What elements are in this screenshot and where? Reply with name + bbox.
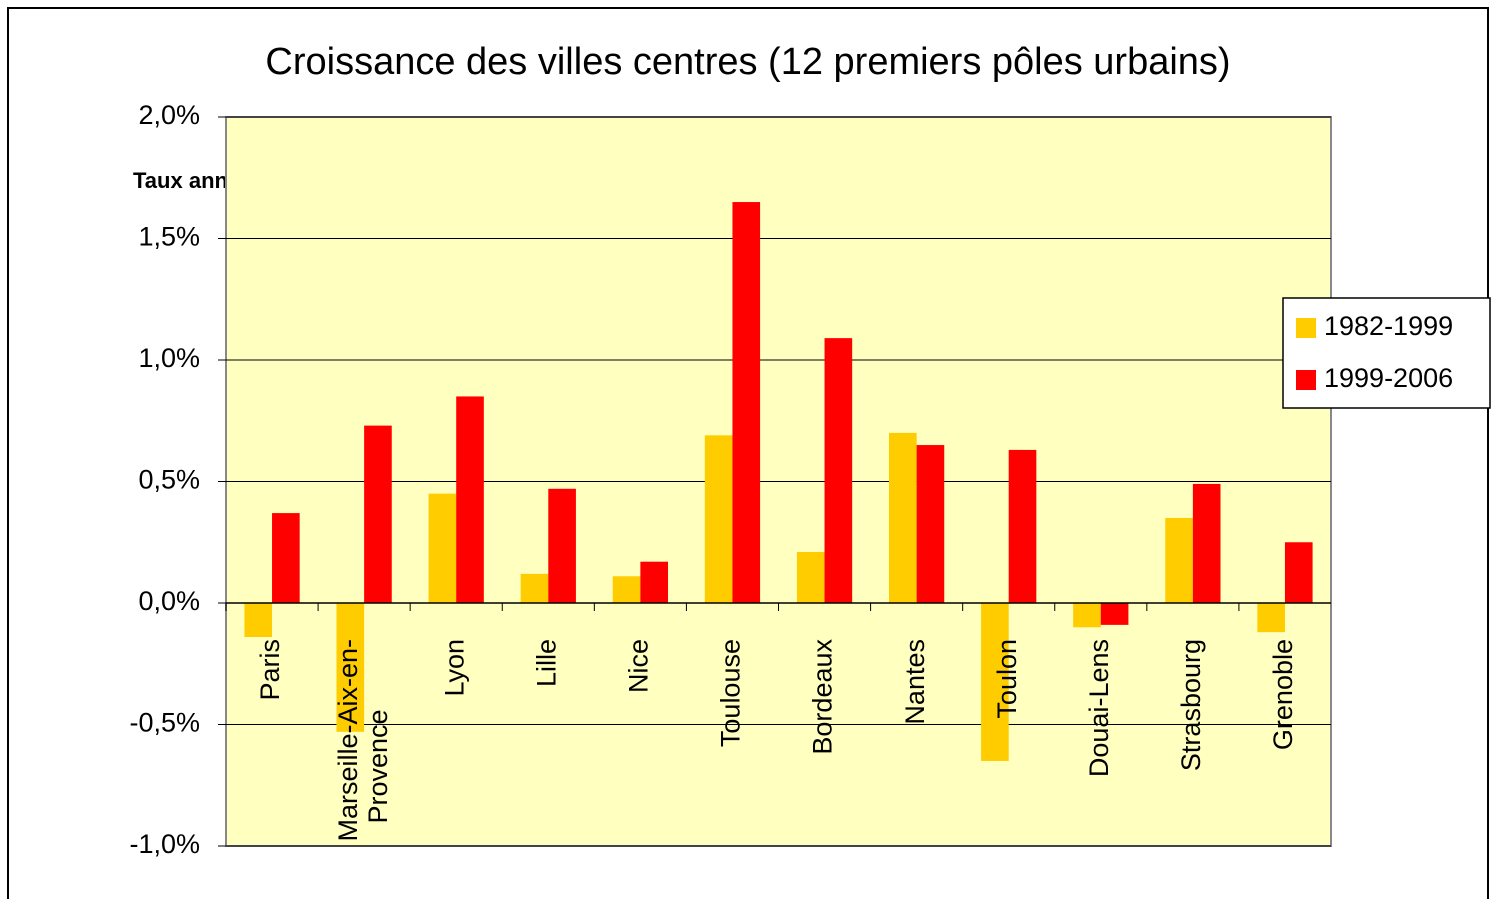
x-tick-label: Toulon [992,639,1022,719]
chart-title: Croissance des villes centres (12 premie… [265,41,1230,83]
bar [889,432,917,603]
bar [1192,483,1221,603]
x-tick-label: Strasbourg [1176,639,1206,771]
y-tick-label: -1,0% [129,829,200,859]
bar [364,425,392,603]
legend-swatch [1296,370,1316,390]
x-tick-label: Bordeaux [808,639,838,755]
x-tick-label: Lyon [439,639,469,697]
x-tick-label: Toulouse [716,639,746,747]
bar [456,396,484,603]
x-tick-label: Lille [531,639,561,687]
bar [244,603,273,638]
x-tick-label: Douai-Lens [1084,639,1114,777]
y-tick-label: 2,0% [138,100,200,130]
legend-box [1282,297,1491,409]
bar [336,603,365,732]
y-tick-label: 1,5% [138,222,200,252]
y-tick-label: 0,0% [138,586,200,616]
bar [981,603,1009,761]
bar [1008,449,1037,603]
bar [1257,603,1285,633]
bar [520,573,549,603]
bar [1073,603,1101,628]
x-tick-label: Nantes [900,639,930,725]
bar [1165,517,1193,603]
bar [548,488,576,603]
bar [704,435,733,603]
bar [1100,603,1129,625]
y-tick-label: 0,5% [138,465,200,495]
bar [640,561,668,603]
y-tick-label: -0,5% [129,708,200,738]
bar [272,513,300,603]
y-tick-label: 1,0% [138,343,200,373]
bar [824,338,853,603]
legend-swatch [1296,318,1316,338]
bar [1284,542,1313,603]
legend-label: 1999-2006 [1324,363,1453,393]
bar [916,445,945,603]
x-tick-label: Grenoble [1268,639,1298,750]
bar [428,493,457,603]
x-tick-label: Marseille-Aix-en-Provence [333,639,393,842]
legend-label: 1982-1999 [1324,311,1453,341]
bar [796,551,825,603]
x-tick-label-line: Provence [363,709,393,823]
bar [612,576,641,603]
bar [732,202,761,604]
x-tick-label: Paris [255,639,285,701]
x-tick-label-line: Marseille-Aix-en- [333,639,363,842]
x-tick-label: Nice [624,639,654,693]
